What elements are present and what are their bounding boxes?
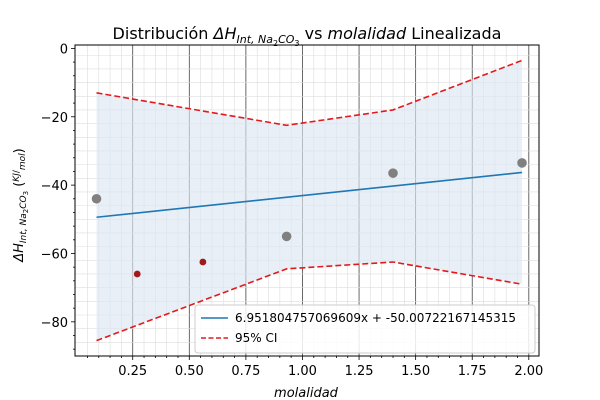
chart-title: Distribución ΔHInt, Na2CO3 vs molalidad … [113,24,502,48]
x-tick-label: 1.50 [401,364,430,379]
ci-upper-line [96,59,523,127]
fit-line [96,171,523,219]
title-part: vs [300,24,328,43]
legend-box [194,304,536,354]
y-tick-label: −80 [41,316,68,331]
outlier-point [199,258,207,266]
x-tick-label: 1.25 [345,364,374,379]
y-tick-label: −20 [41,111,68,126]
x-tick-label: 0.25 [118,364,147,379]
x-axis: 0.25 0.50 0.75 1.00 1.25 1.50 1.75 2.00 [87,356,543,379]
data-point [91,193,102,204]
y-tick-label: −40 [41,179,68,194]
data-point [517,158,527,168]
title-part: Linealizada [406,24,501,43]
x-tick-label: 0.50 [175,364,204,379]
plot-frame [74,44,540,357]
ylabel-part: 2 [22,209,30,213]
title-part: molalidad [328,24,407,43]
fit-line-segment [96,171,523,219]
y-tick-label: −60 [41,247,68,262]
ci-lower-line [96,261,523,342]
x-axis-label: molalidad [274,386,339,400]
legend-fit-label: 6.951804757069609x + -50.00722167145315 [235,311,516,325]
y-axis-label: ΔHInt, Na2CO3 (KJ/mol) [12,148,30,263]
ylabel-part: ) [12,148,27,153]
title-part: 2 [273,39,278,48]
x-tick-label: 2.00 [514,364,543,379]
legend: 6.951804757069609x + -50.00722167145315 … [194,304,536,354]
ylabel-part: / [12,169,22,173]
legend-ci-label: 95% CI [235,331,277,345]
ylabel-part: CO [19,195,29,208]
y-axis: −80 −60 −40 −20 0 [41,42,75,350]
ylabel-part: Int, Na [19,213,29,243]
ylabel-part: KJ [12,173,22,182]
title-part: Int, Na [236,33,273,46]
data-point [281,231,292,242]
y-tick-label: 0 [60,42,68,57]
ylabel-part: ΔH [12,243,27,263]
ylabel-part: ( [12,182,27,191]
ci-band-area [96,60,523,341]
title-part: 3 [294,39,299,48]
x-tick-label: 1.75 [458,364,487,379]
ylabel-part: mol [18,153,28,170]
x-tick-label: 1.00 [288,364,317,379]
x-tick-label: 0.75 [231,364,260,379]
ylabel-part: 3 [22,191,30,195]
outlier-point [133,270,141,278]
ci-lines [96,59,523,342]
title-part: ΔH [212,24,237,43]
data-points [91,158,527,278]
ci-band [96,60,523,341]
title-part: CO [278,33,295,46]
title-part: Distribución [113,24,214,43]
data-point [388,168,398,178]
